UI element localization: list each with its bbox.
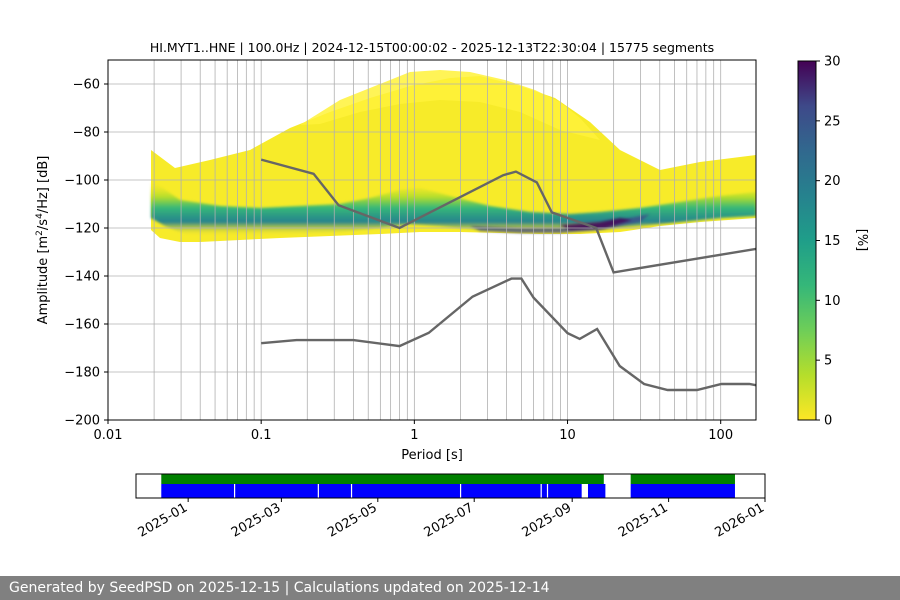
footer-bar: Generated by SeedPSD on 2025-12-15 | Cal… — [0, 576, 900, 600]
y-axis-label-part2: /s — [36, 219, 51, 230]
timeline-tick-label: 2025-09 — [520, 500, 575, 540]
density-layer — [151, 70, 756, 242]
timeline-segment — [630, 474, 735, 484]
timeline-gap — [540, 484, 542, 498]
curve-nhnm — [260, 158, 756, 274]
timeline-axis: 2025-01 2025-03 2025-05 2025-07 2025-09 2025-… — [136, 498, 767, 541]
timeline-tick-label: 2025-07 — [422, 500, 477, 540]
timeline-tick-label: 2025-01 — [136, 500, 191, 540]
timeline-segments — [161, 474, 735, 498]
timeline-segment — [161, 474, 604, 484]
x-axis: 0.01 0.1 1 10 100 — [94, 420, 733, 443]
availability-timeline: 2025-01 2025-03 2025-05 2025-07 2025-09 2025-… — [135, 473, 767, 541]
y-tick-label: −100 — [64, 174, 100, 189]
y-tick-label: −120 — [64, 222, 100, 237]
timeline-segment — [630, 484, 735, 498]
x-axis-label: Period [s] — [401, 448, 463, 463]
timeline-segment — [587, 484, 606, 498]
x-tick-label: 1 — [410, 428, 418, 443]
timeline-tick-label: 2025-11 — [616, 500, 671, 540]
colorbar-tick-label: 15 — [824, 234, 841, 249]
colorbar-gradient — [797, 60, 817, 421]
timeline-gap — [233, 484, 236, 498]
colorbar: 0 5 10 15 20 25 30 [%] — [797, 55, 869, 429]
x-tick-label: 10 — [559, 428, 576, 443]
timeline-gap — [317, 484, 319, 498]
timeline-segment — [161, 484, 582, 498]
timeline-tick-label: 2025-03 — [229, 500, 284, 540]
noise-model-lines — [260, 158, 756, 392]
y-axis-label: Amplitude [m2/s4/Hz] [dB] — [35, 156, 51, 325]
colorbar-tick-label: 20 — [824, 174, 841, 189]
y-axis-label-part1: Amplitude [m — [36, 236, 51, 325]
y-tick-label: −60 — [73, 78, 100, 93]
curve-nlnm — [261, 277, 756, 392]
plot-frame — [107, 59, 757, 421]
timeline-gap — [350, 484, 353, 498]
x-tick-label: 100 — [708, 428, 733, 443]
y-axis-label-part3: /Hz] [dB] — [36, 156, 51, 214]
y-tick-label: −80 — [73, 126, 100, 141]
chart-title: HI.MYT1..HNE | 100.0Hz | 2024-12-15T00:0… — [150, 40, 714, 55]
colorbar-tick-label: 25 — [824, 114, 841, 129]
y-axis: −200 −180 −160 −140 −120 −100 −80 −60 — [64, 78, 108, 429]
timeline-frame — [135, 473, 766, 499]
colorbar-tick-label: 5 — [824, 354, 832, 369]
timeline-gap — [459, 484, 462, 498]
y-tick-label: −160 — [64, 318, 100, 333]
x-tick-label: 0.1 — [251, 428, 272, 443]
y-tick-label: −140 — [64, 270, 100, 285]
x-tick-label: 0.01 — [94, 428, 123, 443]
footer-text: Generated by SeedPSD on 2025-12-15 | Cal… — [9, 580, 550, 596]
colorbar-label: [%] — [854, 229, 869, 252]
colorbar-tick-label: 30 — [824, 55, 841, 70]
y-tick-label: −200 — [64, 414, 100, 429]
colorbar-tick-label: 0 — [824, 414, 832, 429]
y-axis-label-sup1: 2 — [35, 230, 45, 236]
timeline-tick-label: 2025-05 — [325, 500, 380, 540]
density-outliers-upper — [300, 70, 600, 140]
y-axis-label-sup2: 4 — [35, 213, 45, 219]
colorbar-ticks: 0 5 10 15 20 25 30 — [816, 55, 841, 429]
timeline-gap — [546, 484, 549, 498]
y-tick-label: −180 — [64, 366, 100, 381]
timeline-tick-label: 2026-01 — [712, 500, 767, 540]
psd-plot: 0.01 0.1 1 10 100 −200 −180 −160 −140 −120 −100 −8… — [35, 59, 757, 463]
density-envelope — [151, 76, 756, 242]
colorbar-tick-label: 10 — [824, 294, 841, 309]
